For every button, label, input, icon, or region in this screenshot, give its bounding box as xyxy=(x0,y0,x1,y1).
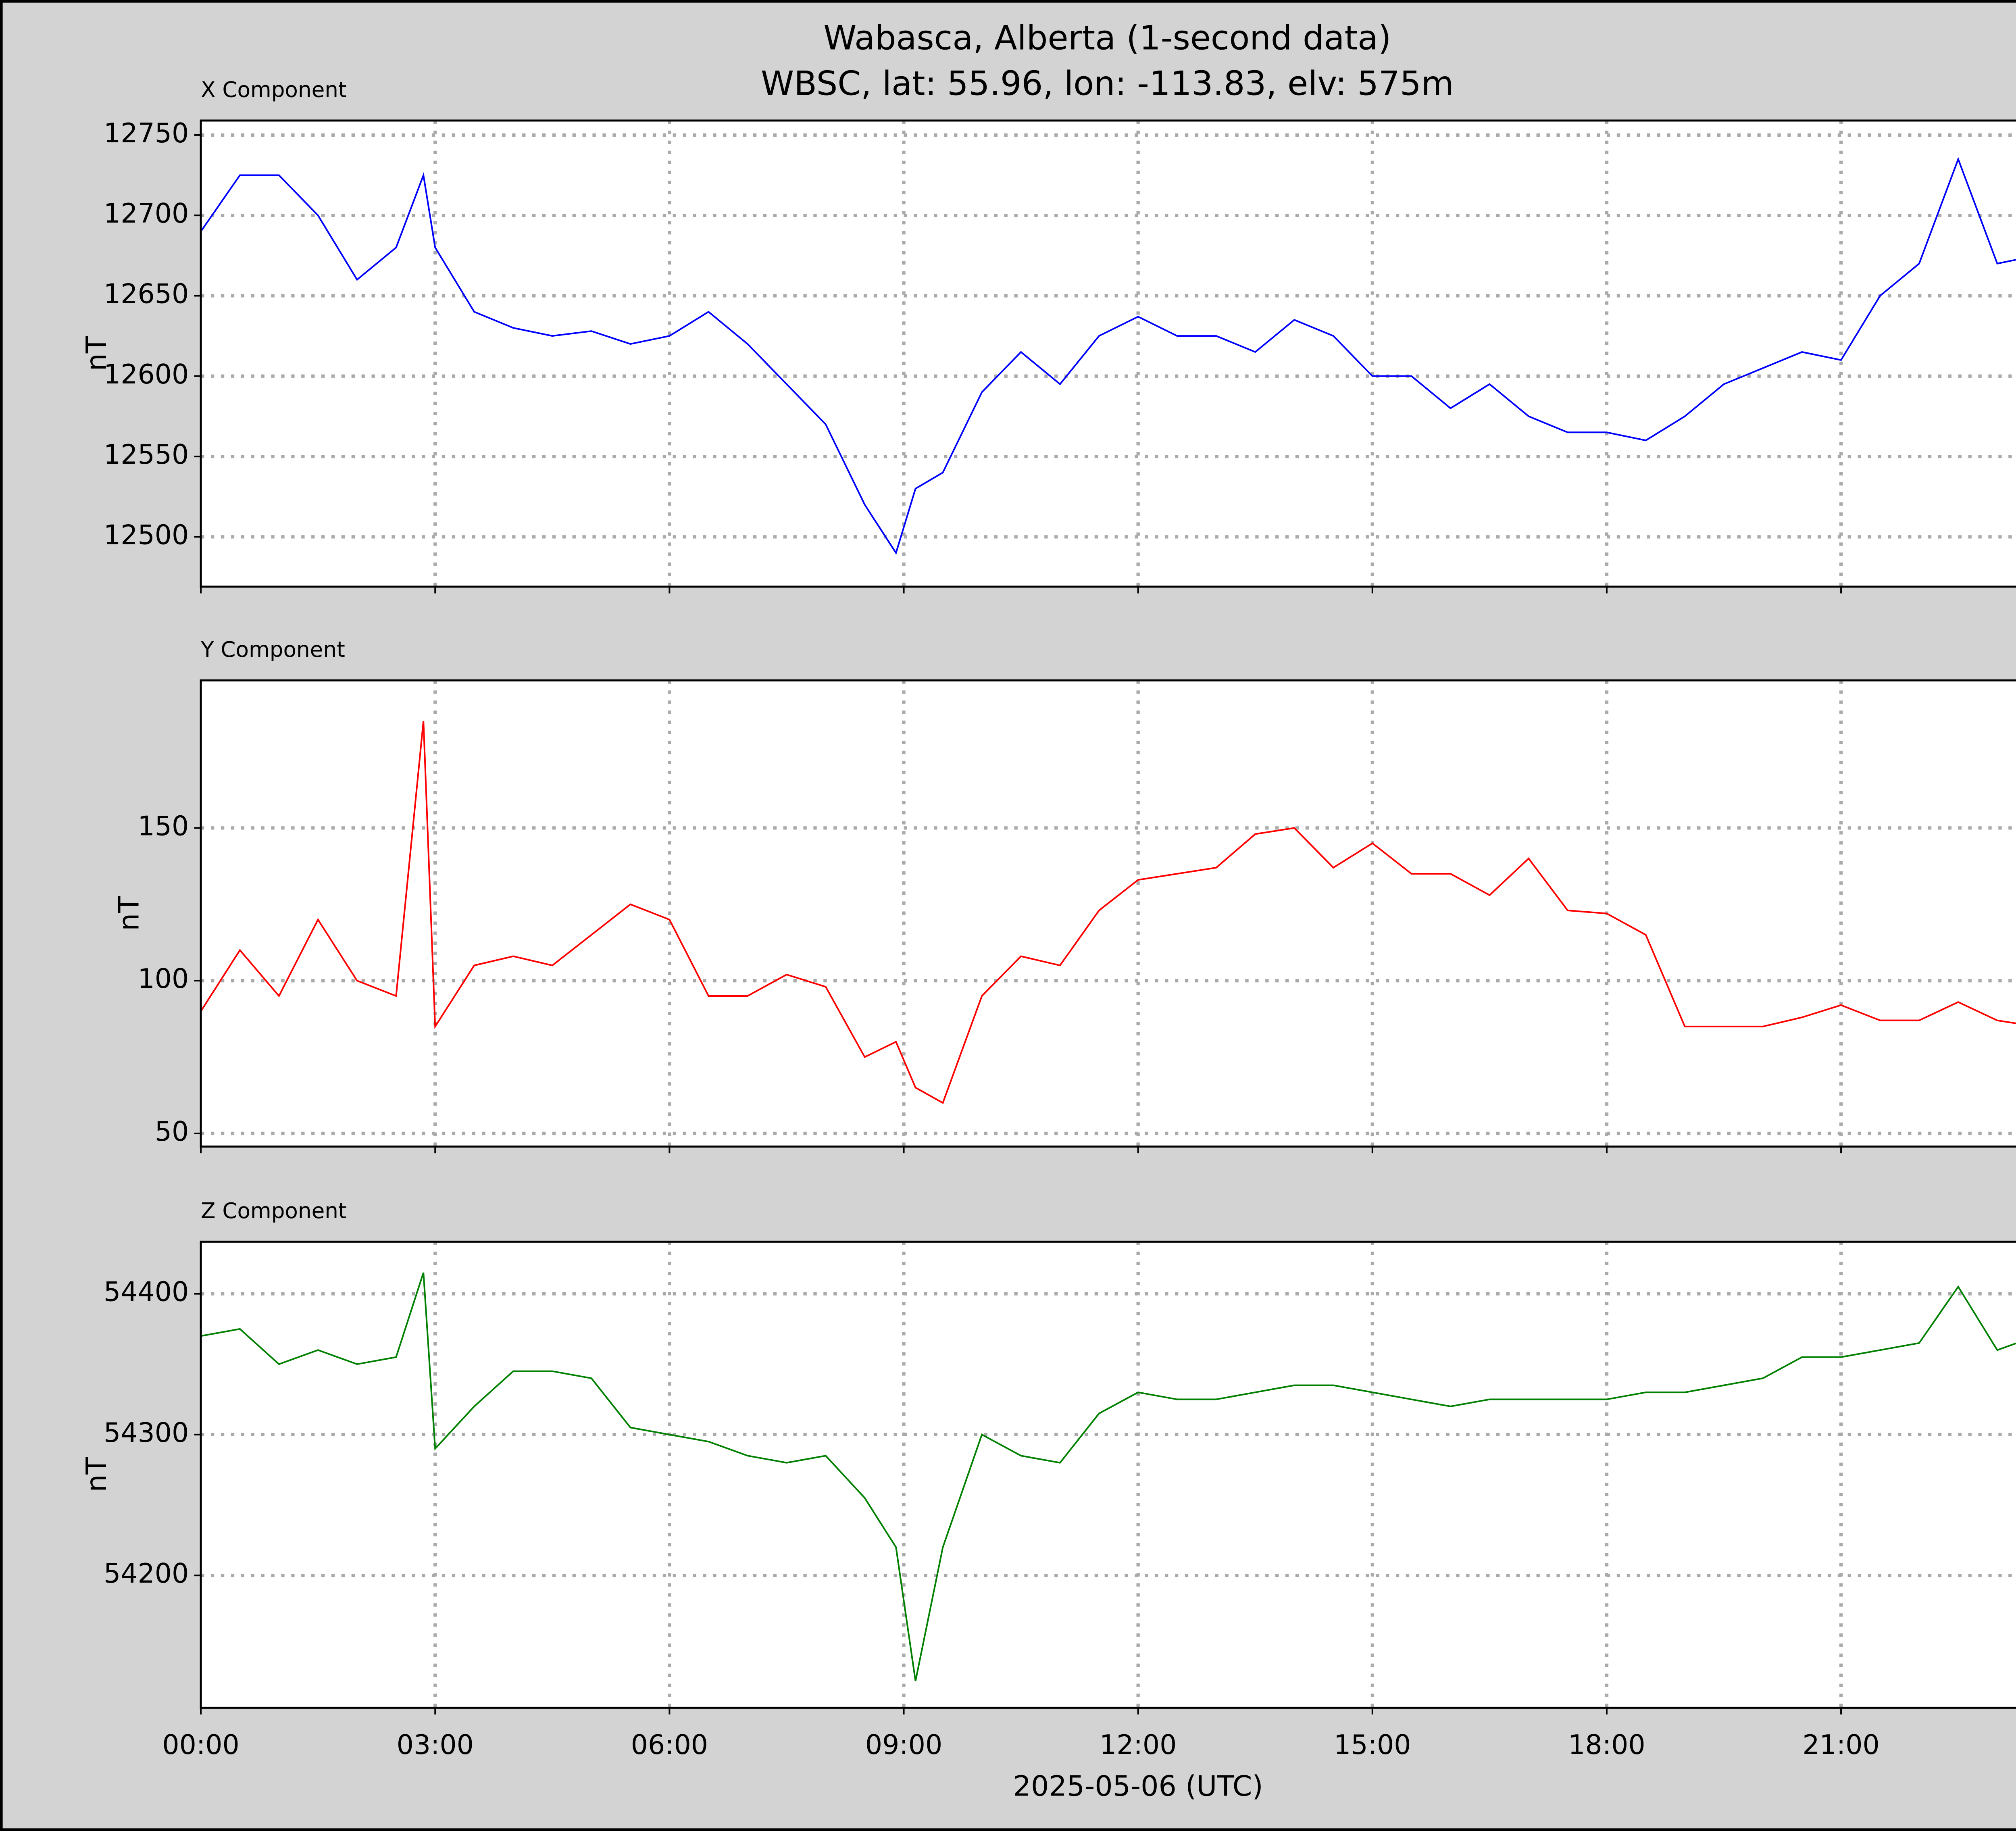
y-tick-label: 12650 xyxy=(104,278,189,310)
panel-title: X Component xyxy=(201,77,347,102)
plot-area xyxy=(201,1241,2016,1708)
y-tick-label: 100 xyxy=(138,963,189,994)
y-tick-label: 54400 xyxy=(104,1276,189,1308)
y-tick-label: 12700 xyxy=(104,198,189,229)
x-tick-label: 00:00 xyxy=(162,1729,239,1760)
panel-title: Y Component xyxy=(200,637,345,662)
y-axis-label: nT xyxy=(80,336,113,371)
x-tick-label: 21:00 xyxy=(1802,1729,1879,1760)
x-tick-label: 18:00 xyxy=(1568,1729,1645,1760)
plot-frame xyxy=(200,1240,2016,1709)
x-tick-label: 06:00 xyxy=(631,1729,708,1760)
y-tick-label: 12550 xyxy=(104,439,189,470)
plot-frame xyxy=(200,119,2016,588)
panel-title: Z Component xyxy=(201,1198,347,1223)
y-tick-label: 12500 xyxy=(104,519,189,550)
x-tick-label: 15:00 xyxy=(1334,1729,1411,1760)
x-tick-label: 12:00 xyxy=(1100,1729,1177,1760)
plot-frame xyxy=(200,679,2016,1148)
data-line xyxy=(200,156,2016,555)
x-tick-label: 03:00 xyxy=(397,1729,474,1760)
y-tick-label: 54300 xyxy=(104,1417,189,1448)
y-tick-label: 12750 xyxy=(104,117,189,149)
y-tick-label: 150 xyxy=(138,810,189,842)
data-line xyxy=(200,1272,2016,1681)
plot-area xyxy=(201,120,2016,587)
y-axis-label: nT xyxy=(112,896,145,931)
y-tick-label: 12600 xyxy=(104,358,189,390)
x-axis-label: 2025-05-06 (UTC) xyxy=(1013,1770,1263,1803)
plot-area xyxy=(201,680,2016,1147)
x-tick-label: 09:00 xyxy=(865,1729,942,1760)
y-tick-label: 54200 xyxy=(104,1558,189,1589)
figure-subtitle: WBSC, lat: 55.96, lon: -113.83, elv: 575… xyxy=(761,64,1454,103)
data-line xyxy=(200,721,2016,1104)
y-axis-label: nT xyxy=(80,1457,113,1492)
y-tick-label: 50 xyxy=(155,1116,189,1147)
figure-title: Wabasca, Alberta (1-second data) xyxy=(823,19,1391,58)
